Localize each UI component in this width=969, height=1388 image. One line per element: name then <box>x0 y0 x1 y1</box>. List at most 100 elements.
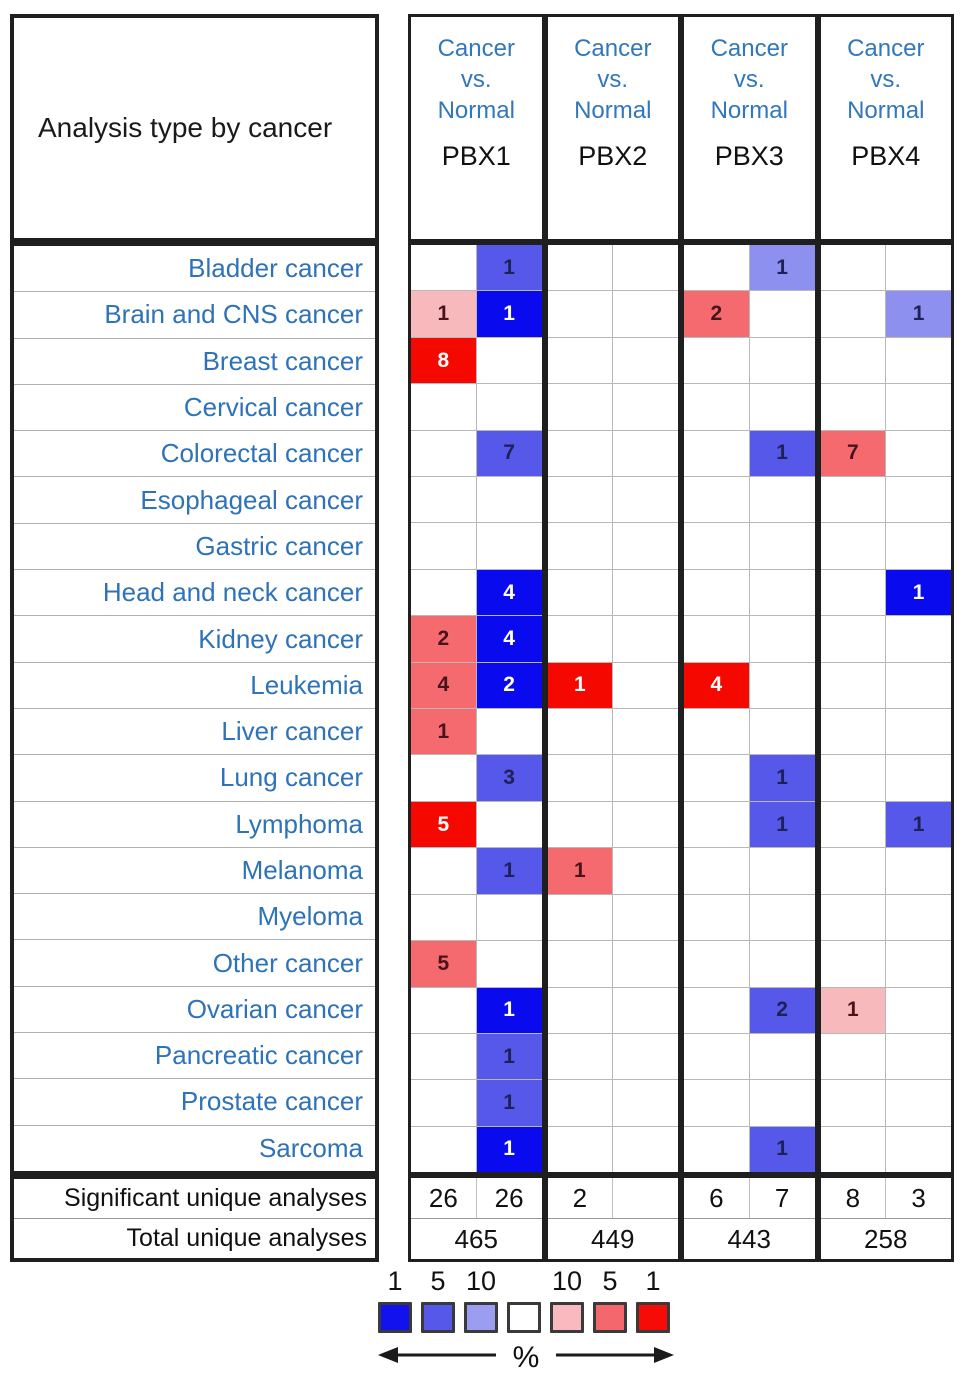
matrix-cell-pbx1-r-gastric-cancer <box>477 523 542 568</box>
legend-label-blue-1pct: 1 <box>387 1266 403 1296</box>
matrix-cell-pbx3-l-gastric-cancer <box>684 523 750 569</box>
matrix-row-pbx4-brain-and-cns-cancer: 1 <box>820 291 951 338</box>
matrix-row-pbx3-gastric-cancer <box>684 523 815 570</box>
matrix-cell-pbx4-r-colorectal-cancer <box>886 431 951 476</box>
matrix-row-pbx1-breast-cancer: 8 <box>411 337 542 385</box>
matrix-row-pbx4-leukemia <box>820 662 951 710</box>
data-cell-pbx3-l-brain-and-cns-cancer: 2 <box>684 291 750 337</box>
matrix-cell-pbx4-l-esophageal-cancer <box>821 477 887 523</box>
table-row-kidney-cancer: Kidney cancer <box>14 616 375 663</box>
data-cell-pbx4-l-ovarian-cancer: 1 <box>820 987 887 1033</box>
row-label-kidney-cancer: Kidney cancer <box>198 623 363 654</box>
total-value-pbx2: 449 <box>591 1223 635 1254</box>
matrix-row-pbx4-gastric-cancer <box>820 523 951 570</box>
comparison-line-2: vs. <box>733 66 765 93</box>
comparison-line-1: Cancer <box>847 35 925 62</box>
matrix-cell-pbx4-l-liver-cancer <box>821 709 887 755</box>
matrix-cell-pbx4-l-myeloma <box>821 894 887 941</box>
group-header-pbx1: Cancer vs. Normal PBX1 <box>408 14 545 242</box>
data-cell-pbx4-r-head-and-neck-cancer: 1 <box>886 569 951 616</box>
matrix-cell-pbx3-r-gastric-cancer <box>750 523 815 568</box>
data-cell-pbx1-r-leukemia: 2 <box>476 662 542 709</box>
matrix-pbx4: 1 7 1 1 1 <box>817 242 954 1175</box>
matrix-row-pbx2-esophageal-cancer <box>547 477 678 524</box>
matrix-cell-pbx3-r-cervical-cancer <box>750 384 815 429</box>
matrix-cell-pbx3-l-melanoma <box>684 848 750 894</box>
matrix-cell-pbx3-r-other-cancer <box>750 941 815 986</box>
row-label-lung-cancer: Lung cancer <box>219 762 363 793</box>
data-cell-pbx1-r-colorectal-cancer: 7 <box>476 430 542 477</box>
matrix-cell-pbx2-r-leukemia <box>613 663 678 708</box>
matrix-cell-pbx1-l-gastric-cancer <box>411 523 477 569</box>
matrix-row-pbx2-lymphoma <box>547 801 678 849</box>
table-row-ovarian-cancer: Ovarian cancer <box>14 987 375 1034</box>
matrix-row-pbx1-other-cancer: 5 <box>411 941 542 988</box>
comparison-line-3: Normal <box>574 97 652 124</box>
matrix-cell-pbx4-r-melanoma <box>886 848 951 893</box>
matrix-row-pbx4-lymphoma: 1 <box>820 801 951 849</box>
matrix-cell-pbx4-l-gastric-cancer <box>821 523 887 569</box>
matrix-cell-pbx2-l-sarcoma <box>548 1126 614 1173</box>
matrix-cell-pbx2-l-bladder-cancer <box>548 245 614 291</box>
comparison-line-3: Normal <box>710 97 788 124</box>
matrix-cell-pbx3-l-pancreatic-cancer <box>684 1033 750 1080</box>
total-value-pbx4: 258 <box>864 1223 908 1254</box>
table-row-pancreatic-cancer: Pancreatic cancer <box>14 1033 375 1080</box>
matrix-cell-pbx1-l-cervical-cancer <box>411 384 477 430</box>
row-label-sarcoma: Sarcoma <box>258 1132 363 1163</box>
matrix-cell-pbx3-r-brain-and-cns-cancer <box>750 291 815 336</box>
matrix-cell-pbx4-r-esophageal-cancer <box>886 477 951 522</box>
data-cell-pbx1-r-prostate-cancer: 1 <box>476 1080 542 1126</box>
significant-value-pbx3-right: 7 <box>774 1182 790 1213</box>
analysis-type-panel: Analysis type by cancer Bladder cancer Br… <box>10 14 379 1262</box>
matrix-cell-pbx1-l-sarcoma <box>411 1126 477 1173</box>
table-row-cervical-cancer: Cervical cancer <box>14 385 375 432</box>
legend-swatch-red-5pct <box>593 1302 627 1333</box>
matrix-row-pbx1-prostate-cancer: 1 <box>411 1080 542 1127</box>
matrix-cell-pbx4-l-melanoma <box>821 848 887 894</box>
legend-swatch-blue-1pct <box>378 1302 412 1333</box>
matrix-cell-pbx3-r-prostate-cancer <box>750 1080 815 1125</box>
matrix-cell-pbx4-l-lung-cancer <box>821 755 887 801</box>
significant-value-pbx3-left: 6 <box>684 1178 750 1218</box>
matrix-cell-pbx4-l-other-cancer <box>821 941 887 987</box>
comparison-line-3: Normal <box>437 97 515 124</box>
matrix-cell-pbx2-l-head-and-neck-cancer <box>548 569 614 616</box>
matrix-cell-pbx1-r-other-cancer <box>477 941 542 986</box>
matrix-cell-pbx3-l-lung-cancer <box>684 755 750 801</box>
gene-label-pbx2: PBX2 <box>578 141 648 171</box>
summary-pbx3: 6 7 443 <box>681 1175 818 1262</box>
matrix-row-pbx2-gastric-cancer <box>547 523 678 570</box>
matrix-row-pbx2-pancreatic-cancer <box>547 1033 678 1081</box>
matrix-cell-pbx3-l-breast-cancer <box>684 337 750 384</box>
matrix-row-pbx4-cervical-cancer <box>820 384 951 431</box>
table-row-bladder-cancer: Bladder cancer <box>14 246 375 293</box>
legend-label-red-1pct: 1 <box>645 1266 661 1296</box>
matrix-cell-pbx2-r-colorectal-cancer <box>613 431 678 476</box>
matrix-cell-pbx3-l-bladder-cancer <box>684 245 750 291</box>
legend-label-blue-5pct: 5 <box>430 1266 446 1296</box>
matrix-cell-pbx1-l-melanoma <box>411 848 477 894</box>
matrix-cell-pbx2-l-liver-cancer <box>548 709 614 755</box>
matrix-cell-pbx4-r-sarcoma <box>886 1127 951 1172</box>
matrix-cell-pbx4-r-liver-cancer <box>886 709 951 754</box>
table-row-myeloma: Myeloma <box>14 894 375 941</box>
data-cell-pbx3-r-lung-cancer: 1 <box>749 755 815 801</box>
legend-swatch-red-1pct <box>636 1302 670 1333</box>
matrix-cell-pbx4-l-breast-cancer <box>821 337 887 384</box>
matrix-cell-pbx2-r-ovarian-cancer <box>613 988 678 1033</box>
matrix-row-pbx1-ovarian-cancer: 1 <box>411 987 542 1034</box>
matrix-row-pbx3-esophageal-cancer <box>684 477 815 524</box>
matrix-row-pbx2-myeloma <box>547 894 678 942</box>
matrix-row-pbx3-liver-cancer <box>684 709 815 756</box>
matrix-row-pbx3-lung-cancer: 1 <box>684 755 815 802</box>
matrix-cell-pbx3-l-esophageal-cancer <box>684 477 750 523</box>
significant-label-row: Significant unique analyses <box>14 1179 375 1219</box>
comparison-line-2: vs. <box>870 66 902 93</box>
matrix-row-pbx3-leukemia: 4 <box>684 662 815 710</box>
matrix-row-pbx3-prostate-cancer <box>684 1080 815 1127</box>
significant-analyses-label: Significant unique analyses <box>64 1184 367 1212</box>
matrix-row-pbx4-other-cancer <box>820 941 951 988</box>
